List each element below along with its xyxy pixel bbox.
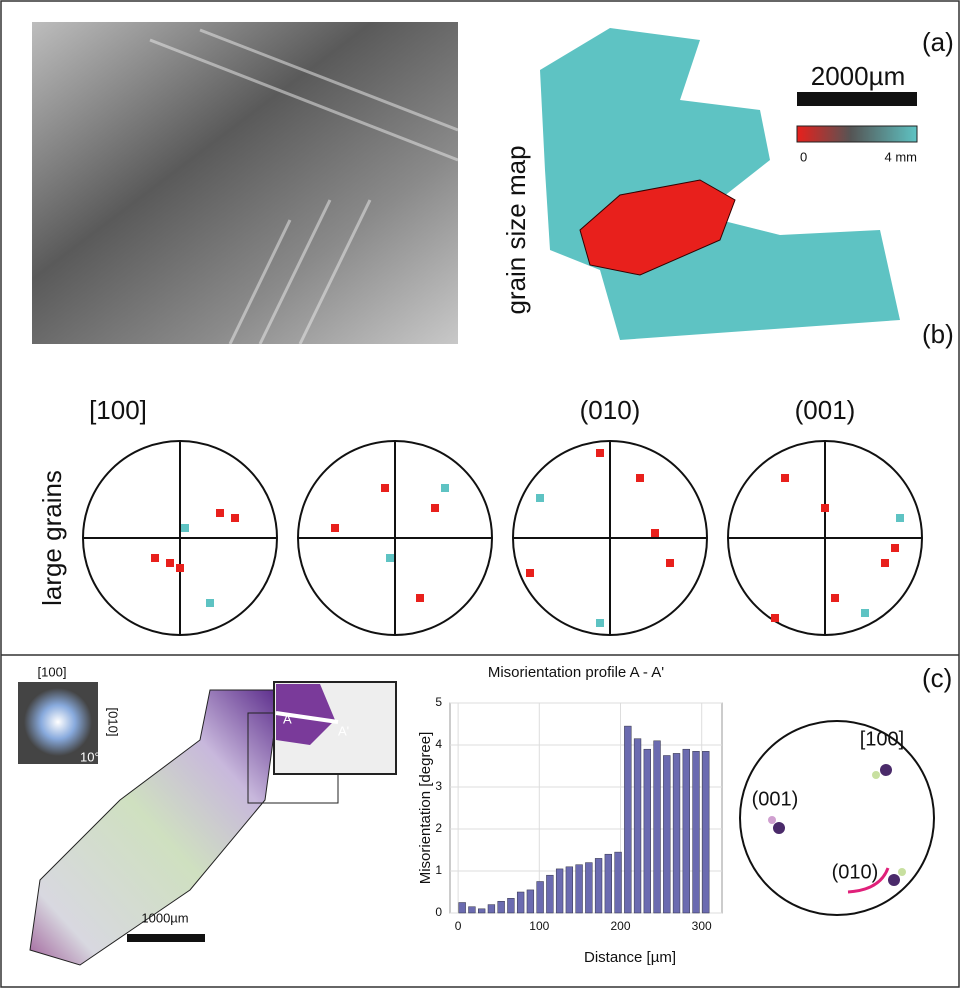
scale-bar — [127, 934, 205, 942]
pole-label: (010) — [832, 861, 879, 883]
pole-point — [891, 544, 899, 552]
pole-point — [536, 494, 544, 502]
pole-point — [781, 474, 789, 482]
y-tick-label: 2 — [435, 821, 442, 835]
key-side: [010] — [106, 708, 121, 737]
profile-end: A' — [338, 723, 349, 738]
scale-label: 1000µm — [141, 910, 188, 925]
panel-label: (a) — [922, 27, 954, 57]
y-axis-label: Misorientation [degree] — [417, 732, 434, 885]
y-tick-label: 5 — [435, 695, 442, 709]
color-max: 4 mm — [885, 149, 918, 164]
bar — [537, 882, 544, 914]
bar — [673, 753, 680, 913]
micrograph — [32, 22, 458, 344]
bar — [459, 903, 466, 914]
pole-point — [151, 554, 159, 562]
bar — [595, 858, 602, 913]
pole-point — [231, 514, 239, 522]
pole-label: [100] — [860, 728, 904, 750]
pole-point — [441, 484, 449, 492]
y-tick-label: 3 — [435, 779, 442, 793]
pole-point — [666, 559, 674, 567]
bar — [624, 726, 631, 913]
scale-bar — [797, 92, 917, 106]
y-tick-label: 0 — [435, 905, 442, 919]
bar — [576, 865, 583, 913]
profile-start: A — [283, 711, 292, 726]
bar — [556, 869, 563, 913]
map-title: grain size map — [501, 145, 531, 314]
bar — [663, 756, 670, 914]
pole-point — [176, 564, 184, 572]
bar — [498, 901, 505, 913]
pole-point — [596, 619, 604, 627]
pole-point — [431, 504, 439, 512]
bar — [693, 751, 700, 913]
x-tick-label: 100 — [529, 919, 549, 933]
net-label: (001) — [795, 395, 856, 425]
stereonets — [83, 441, 922, 635]
key-top: [100] — [38, 664, 67, 679]
pole-point — [831, 594, 839, 602]
x-tick-label: 200 — [610, 919, 630, 933]
bar — [488, 905, 495, 913]
pole-label: (001) — [752, 788, 799, 810]
bar — [683, 749, 690, 913]
net-label: [100] — [89, 395, 147, 425]
bar — [469, 907, 476, 913]
pole-point — [206, 599, 214, 607]
bar — [507, 898, 514, 913]
bar — [478, 909, 485, 913]
pole-point — [381, 484, 389, 492]
pole-point — [596, 449, 604, 457]
pole-point — [771, 614, 779, 622]
bar — [654, 741, 661, 913]
pole-point — [416, 594, 424, 602]
color-key-wheel — [24, 688, 92, 756]
bar — [517, 892, 524, 913]
bar — [585, 863, 592, 913]
pole-point — [896, 514, 904, 522]
x-tick-label: 0 — [455, 919, 462, 933]
net-label: (010) — [580, 395, 641, 425]
bar — [605, 854, 612, 913]
bar — [634, 739, 641, 913]
bar — [566, 867, 573, 913]
pole-point — [181, 524, 189, 532]
bar — [615, 852, 622, 913]
color-bar — [797, 126, 917, 142]
pole-point — [881, 559, 889, 567]
bar — [546, 875, 553, 913]
pole-point — [636, 474, 644, 482]
color-min: 0 — [800, 149, 807, 164]
panel-label: (c) — [922, 663, 952, 693]
pole-point — [821, 504, 829, 512]
key-angle: 10° — [80, 749, 100, 764]
pole-point — [526, 569, 534, 577]
x-tick-label: 300 — [692, 919, 712, 933]
pole-point — [861, 609, 869, 617]
pole-point — [166, 559, 174, 567]
scale-label: 2000µm — [811, 61, 905, 91]
bar-chart: 0 1 2 3 4 5 0 100 200 300 — [435, 695, 722, 933]
bar — [644, 749, 651, 913]
pole-point — [216, 509, 224, 517]
bar — [702, 751, 709, 913]
y-tick-label: 1 — [435, 863, 442, 877]
figure: grain size map 2000µm 0 4 mm (a) (b) lar… — [0, 0, 960, 988]
pole-point — [331, 524, 339, 532]
panel-label: (b) — [922, 319, 954, 349]
chart-title: Misorientation profile A - A' — [488, 664, 664, 681]
row-label: large grains — [37, 470, 67, 606]
bar — [527, 890, 534, 913]
pole-point — [651, 529, 659, 537]
pole-point — [386, 554, 394, 562]
x-axis-label: Distance [µm] — [584, 949, 676, 966]
y-tick-label: 4 — [435, 737, 442, 751]
